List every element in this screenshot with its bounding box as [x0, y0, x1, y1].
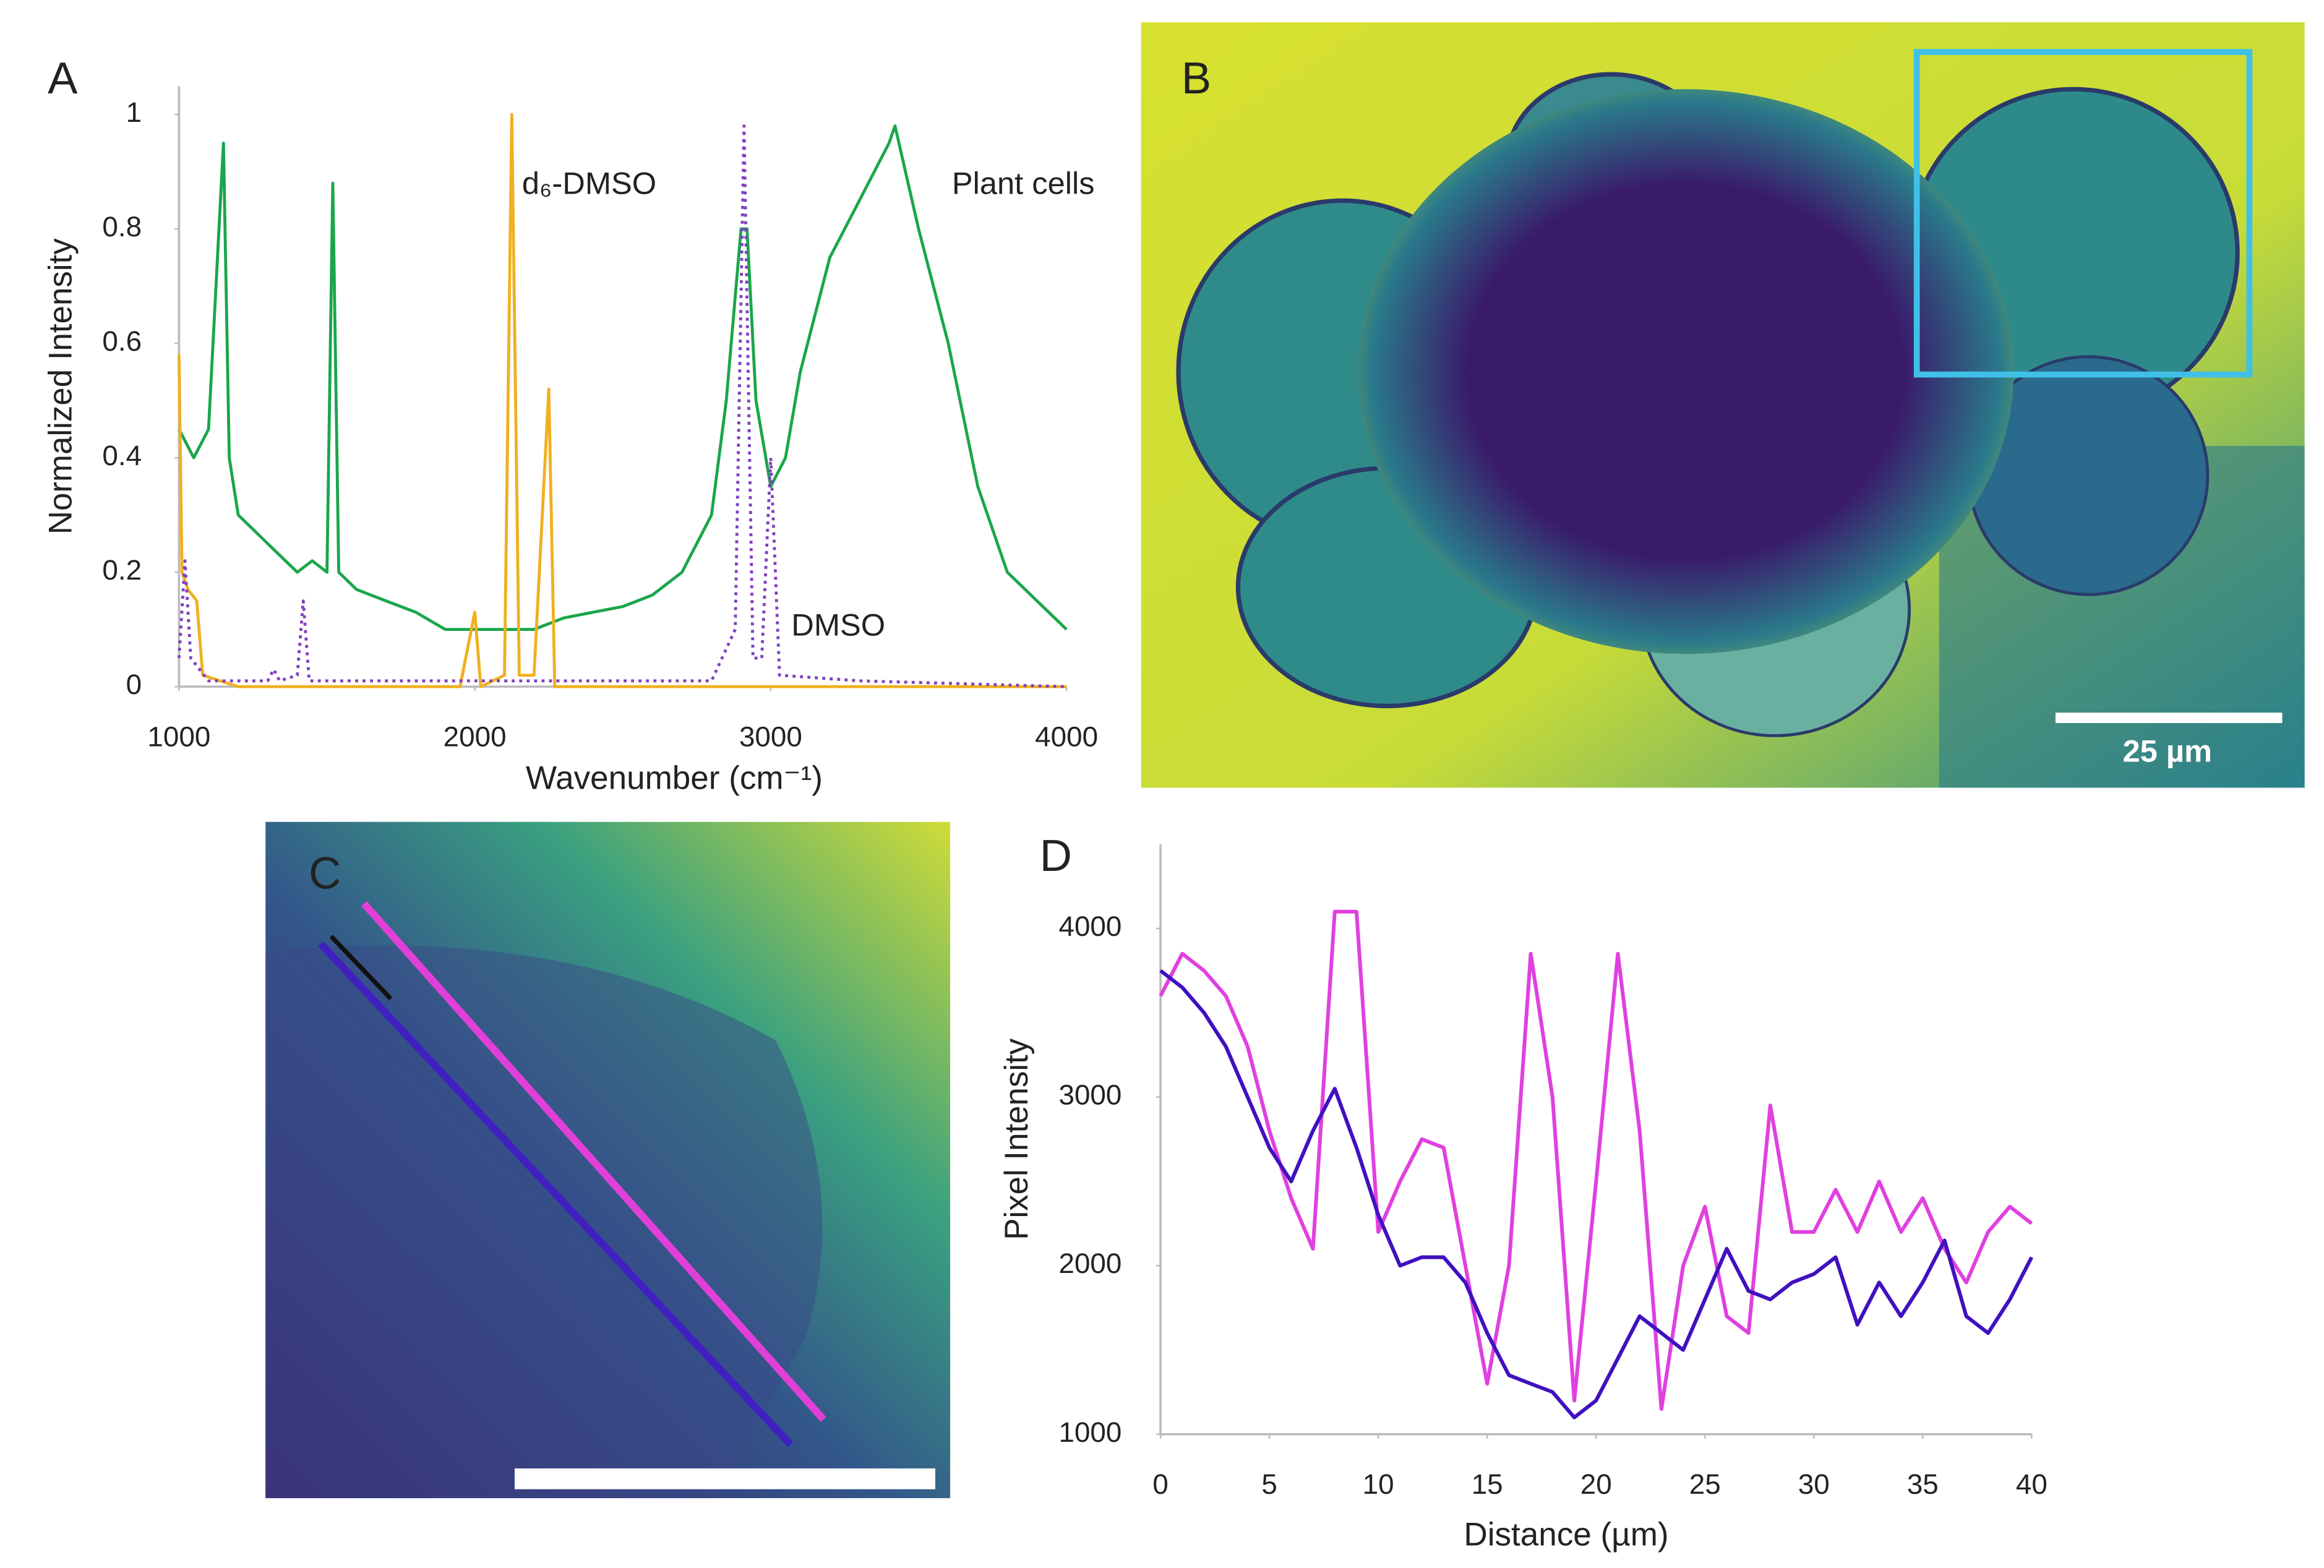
y-tick-label: 0.4: [102, 440, 142, 471]
series-line: [1159, 969, 2034, 1420]
series-line: [177, 113, 1067, 688]
x-tick-label: 0: [1152, 1468, 1168, 1500]
series-line: [178, 124, 1068, 632]
x-tick-label: 10: [1363, 1468, 1394, 1500]
annotation: d₆-DMSO: [522, 166, 656, 201]
x-tick-label: 15: [1472, 1468, 1503, 1500]
x-axis-label: Wavenumber (cm⁻¹): [526, 760, 823, 797]
x-tick-label: 35: [1907, 1468, 1939, 1500]
x-tick-label: 30: [1798, 1468, 1830, 1500]
x-tick-label: 3000: [739, 721, 802, 752]
series-line: [1159, 909, 2033, 1411]
y-axis-label: Normalized Intensity: [42, 238, 79, 534]
x-tick-label: 20: [1580, 1468, 1612, 1500]
x-tick-label: 40: [2016, 1468, 2047, 1500]
x-tick-label: 5: [1261, 1468, 1277, 1500]
x-tick-label: 1000: [147, 721, 210, 752]
y-axis-label: Pixel Intensity: [998, 1038, 1035, 1240]
image-c: [265, 821, 951, 1499]
series-line: [177, 124, 1067, 688]
x-axis-label: Distance (µm): [1464, 1517, 1668, 1553]
y-tick-label: 1: [126, 96, 142, 128]
y-tick-label: 0.2: [102, 554, 142, 586]
y-tick-label: 3000: [1058, 1079, 1121, 1111]
y-tick-label: 4000: [1058, 910, 1121, 942]
annotation: Plant cells: [952, 166, 1095, 201]
y-tick-label: 1000: [1058, 1416, 1121, 1448]
x-tick-label: 2000: [444, 721, 507, 752]
panel-label: D: [1040, 831, 1072, 881]
x-tick-label: 25: [1689, 1468, 1721, 1500]
panel-label: C: [309, 849, 341, 899]
panel-label: A: [48, 54, 78, 103]
annotation: DMSO: [791, 607, 885, 642]
y-tick-label: 2000: [1058, 1248, 1121, 1279]
x-tick-label: 4000: [1035, 721, 1098, 752]
image-b: 25 µm: [1141, 22, 2305, 788]
panel-label: B: [1181, 54, 1211, 103]
y-tick-label: 0.8: [102, 211, 142, 242]
y-tick-label: 0.6: [102, 325, 142, 357]
y-tick-label: 0: [126, 669, 142, 700]
scale-bar-label: 25 µm: [2123, 734, 2213, 769]
